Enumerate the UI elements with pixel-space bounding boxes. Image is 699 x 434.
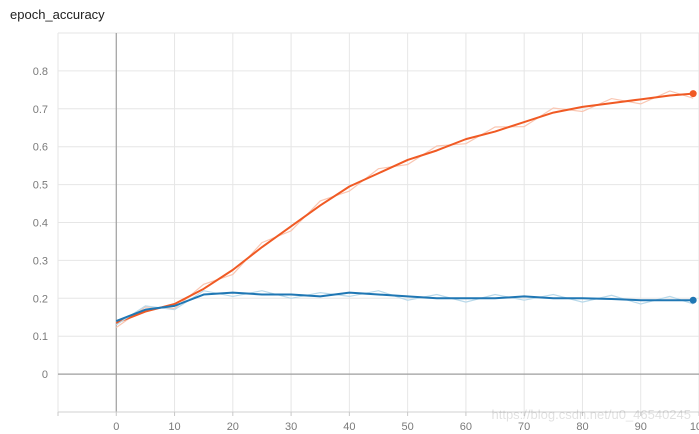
- series-end-point: [689, 296, 697, 304]
- series-line: [115, 92, 694, 324]
- y-tick-label: 0.8: [33, 66, 48, 78]
- y-tick-label: 0.4: [33, 218, 48, 230]
- y-tick-label: 0.6: [33, 142, 48, 154]
- y-tick-label: 0.3: [33, 255, 48, 267]
- series-line: [115, 291, 694, 322]
- series-raw-line: [115, 290, 694, 326]
- x-tick-label: 90: [635, 421, 647, 433]
- y-tick-label: 0.1: [33, 331, 48, 343]
- y-tick-label: 0: [42, 369, 48, 381]
- x-tick-label: 60: [460, 421, 472, 433]
- x-tick-label: 30: [285, 421, 297, 433]
- x-tick-label: 40: [343, 421, 355, 433]
- y-tick-label: 0.2: [33, 293, 48, 305]
- x-tick-label: 50: [402, 421, 414, 433]
- x-tick-label: 80: [576, 421, 588, 433]
- series-end-point: [689, 90, 697, 98]
- x-tick-label: 0: [113, 421, 119, 433]
- watermark-text: https://blog.csdn.net/u0_46540245: [491, 407, 692, 422]
- x-tick-label: 20: [227, 421, 239, 433]
- x-tick-label: 100: [690, 421, 699, 433]
- chart-title: epoch_accuracy: [10, 7, 105, 22]
- series-raw-line: [115, 90, 694, 328]
- x-tick-label: 70: [518, 421, 530, 433]
- y-tick-label: 0.7: [33, 104, 48, 116]
- x-tick-label: 10: [168, 421, 180, 433]
- y-tick-label: 0.5: [33, 180, 48, 192]
